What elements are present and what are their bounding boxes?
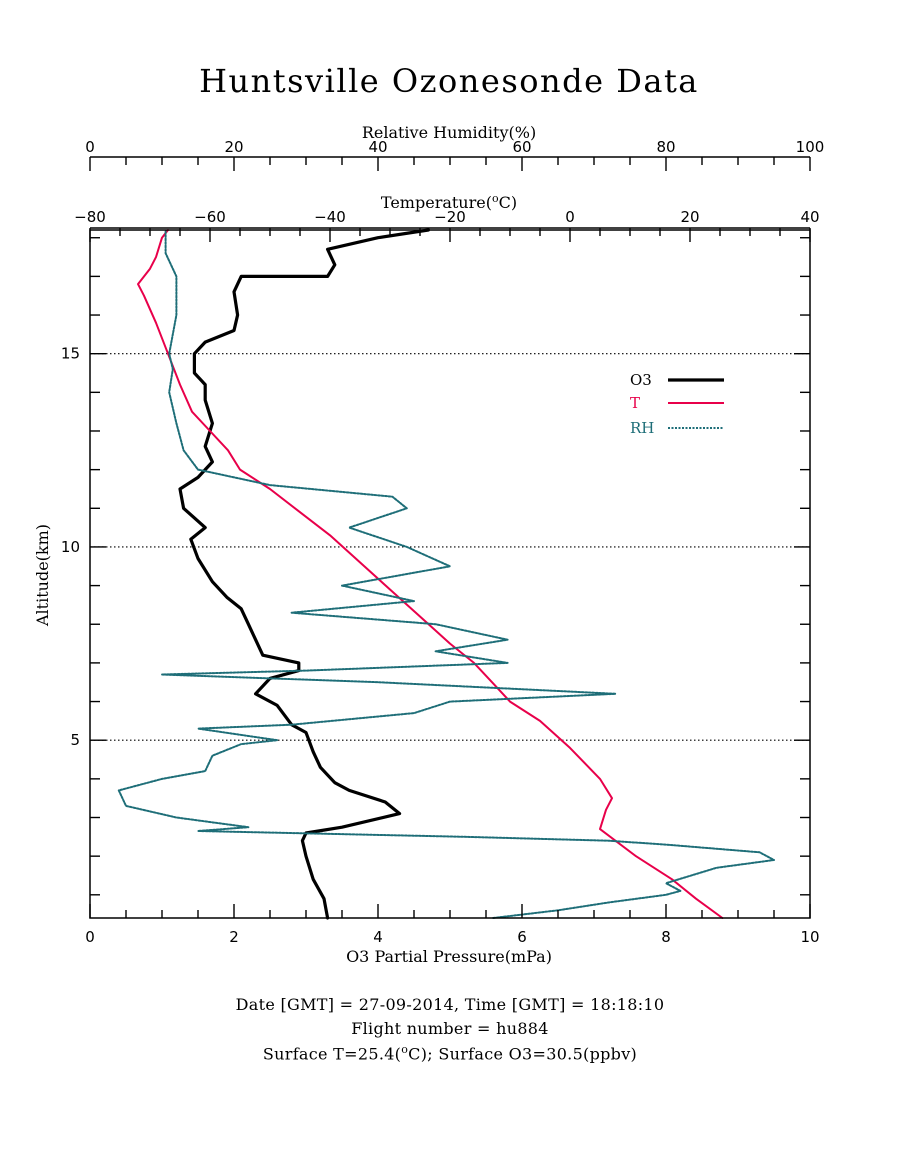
temperature-tick-label: −20 [434, 208, 466, 226]
legend-label-o3: O3 [630, 371, 652, 389]
ozone-tick-label: 2 [229, 928, 239, 946]
altitude-tick-label: 10 [61, 538, 80, 556]
temperature-tick-label: −80 [74, 208, 106, 226]
legend-label-rh: RH [630, 419, 654, 437]
legend: O3 T RH [630, 371, 724, 437]
temperature-axis-label: Temperature(oC) [381, 192, 517, 212]
ozone-tick-label: 8 [661, 928, 671, 946]
humidity-tick-label: 100 [796, 138, 825, 156]
ozone-tick-label: 10 [800, 928, 819, 946]
series-rh-line [117, 229, 775, 919]
humidity-tick-label: 20 [224, 138, 243, 156]
footer-degree-sup: o [401, 1043, 409, 1056]
series-layer [117, 228, 775, 920]
altitude-tick-label: 5 [70, 731, 80, 749]
series-t-line [137, 229, 724, 919]
humidity-tick-label: 40 [368, 138, 387, 156]
axes-layer: 0 20 40 60 80 100 −80 −60 −40 −20 0 20 40 0 2 4 6 8 10 5 10 1… [61, 138, 824, 946]
humidity-axis-label: Relative Humidity(%) [362, 123, 536, 142]
series-o3-line [178, 228, 430, 920]
temperature-tick-label: 40 [800, 208, 819, 226]
ozone-tick-label: 0 [85, 928, 95, 946]
plot-frame [89, 229, 811, 919]
footer-surface-ozone: C); Surface O3=30.5(ppbv) [408, 1044, 638, 1064]
footer-flight-number: Flight number = hu884 [351, 1019, 549, 1038]
footer-surface-temp: Surface T=25.4( [262, 1044, 402, 1064]
legend-label-t: T [630, 394, 640, 412]
temperature-tick-label: −40 [314, 208, 346, 226]
ozone-axis-label: O3 Partial Pressure(mPa) [346, 947, 552, 966]
temperature-tick-label: 0 [565, 208, 575, 226]
chart-title: Huntsville Ozonesonde Data [199, 62, 699, 100]
temperature-tick-label: 20 [680, 208, 699, 226]
ozone-tick-label: 6 [517, 928, 527, 946]
altitude-axis-label: Altitude(km) [33, 524, 52, 627]
humidity-tick-label: 0 [85, 138, 95, 156]
humidity-tick-label: 80 [656, 138, 675, 156]
grid-layer [90, 353, 810, 741]
footer-surface-values: Surface T=25.4(oC); Surface O3=30.5(ppbv… [0, 1043, 900, 1063]
footer-date-time: Date [GMT] = 27-09-2014, Time [GMT] = 18… [235, 995, 665, 1014]
temperature-tick-label: −60 [194, 208, 226, 226]
humidity-tick-label: 60 [512, 138, 531, 156]
ozone-tick-label: 4 [373, 928, 383, 946]
altitude-tick-label: 15 [61, 345, 80, 363]
